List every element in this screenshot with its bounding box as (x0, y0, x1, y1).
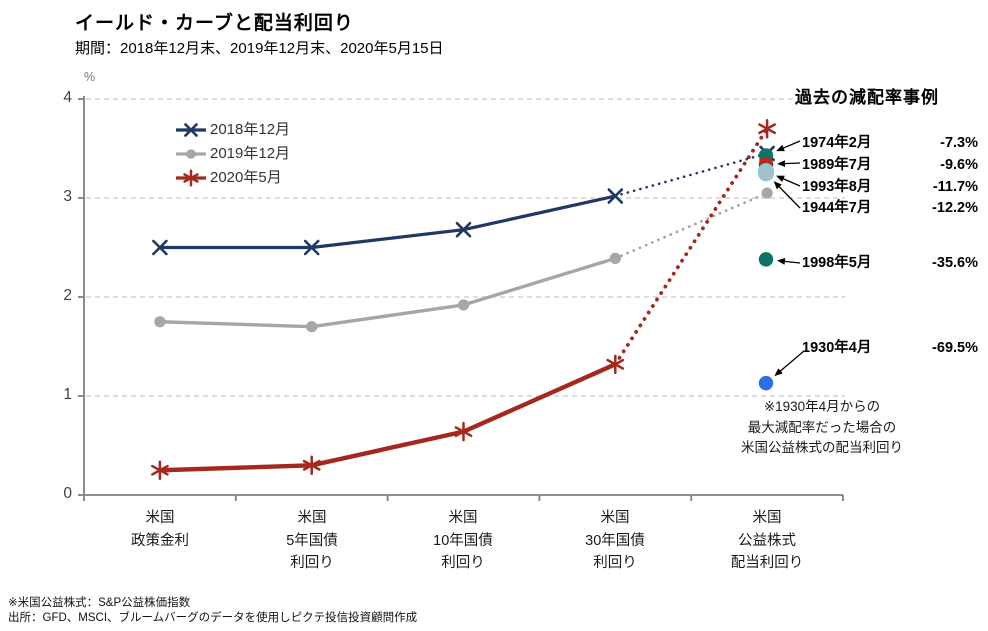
x-axis-label-line: 米国 (448, 510, 478, 526)
chart-note-1930-scenario: ※1930年4月からの 最大減配率だった場合の 米国公益株式の配当利回り (716, 397, 928, 459)
event-date: 1998年5月 (802, 255, 872, 271)
dividend-cut-row-1974: 1974年2月 -7.3% (802, 135, 978, 152)
x-axis-label-policy-rate: 米国 政策金利 (80, 507, 240, 552)
y-axis-tick-label: 3 (63, 188, 72, 205)
footnote-index-definition: ※米国公益株式：S&P公益株価指数 (8, 597, 191, 609)
note-line: ※1930年4月からの (763, 399, 881, 414)
x-axis-label-line: 政策金利 (131, 532, 189, 549)
annotation-header: 過去の減配率事例 (795, 88, 939, 107)
event-date: 1974年2月 (802, 135, 872, 151)
x-axis-label-line: 利回り (441, 555, 485, 571)
x-axis-label-line: 5年国債 (286, 532, 338, 549)
footnote-source: 出所：GFD、MSCI、ブルームバーグのデータを使用しピクテ投信投資顧問作成 (8, 612, 418, 624)
event-pct: -35.6% (932, 255, 978, 271)
event-pct: -69.5% (932, 340, 978, 356)
y-axis-tick-label: 0 (63, 485, 72, 502)
event-date: 1993年8月 (802, 179, 872, 195)
page-title: イールド・カーブと配当利回り (75, 13, 354, 34)
x-axis-label-line: 米国 (600, 510, 630, 526)
x-axis-label-line: 10年国債 (433, 532, 493, 549)
x-axis-label-utility: 米国 公益株式 配当利回り (687, 507, 847, 575)
y-axis-tick-label: 4 (63, 89, 72, 106)
dividend-cut-row-1930: 1930年4月 -69.5% (802, 340, 978, 357)
legend-label-2018: 2018年12月 (210, 121, 291, 138)
event-date: 1989年7月 (802, 157, 872, 173)
x-axis-label-5yr: 米国 5年国債 利回り (232, 507, 392, 575)
note-line: 米国公益株式の配当利回り (741, 440, 903, 455)
event-date: 1930年4月 (802, 340, 872, 356)
x-axis-label-line: 米国 (145, 510, 175, 526)
dividend-cut-row-1998: 1998年5月 -35.6% (802, 255, 978, 272)
dividend-cut-row-1989: 1989年7月 -9.6% (802, 157, 978, 174)
x-axis-label-line: 利回り (593, 555, 637, 571)
legend-label-2020: 2020年5月 (210, 169, 282, 186)
event-pct: -12.2% (932, 200, 978, 216)
x-axis-label-line: 利回り (290, 555, 334, 571)
dividend-cut-row-1944: 1944年7月 -12.2% (802, 200, 978, 217)
page-subtitle: 期間：2018年12月末、2019年12月末、2020年5月15日 (75, 40, 444, 57)
x-axis-label-10yr: 米国 10年国債 利回り (383, 507, 543, 575)
event-pct: -9.6% (940, 157, 978, 173)
x-axis-label-line: 配当利回り (730, 555, 804, 571)
note-line: 最大減配率だった場合の (747, 419, 897, 435)
x-axis-label-line: 米国 (297, 510, 327, 526)
x-axis-label-line: 公益株式 (738, 532, 796, 549)
dividend-cut-row-1993: 1993年8月 -11.7% (802, 179, 978, 196)
y-axis-tick-label: 2 (63, 287, 72, 304)
x-axis-label-line: 30年国債 (585, 532, 645, 549)
x-axis-label-30yr: 米国 30年国債 利回り (535, 507, 695, 575)
event-date: 1944年7月 (802, 200, 872, 216)
event-pct: -7.3% (940, 135, 978, 151)
y-axis-unit-label: % (84, 70, 96, 84)
legend-label-2019: 2019年12月 (210, 145, 291, 162)
event-pct: -11.7% (932, 179, 978, 195)
x-axis-label-line: 米国 (752, 510, 782, 526)
y-axis-tick-label: 1 (63, 386, 72, 403)
